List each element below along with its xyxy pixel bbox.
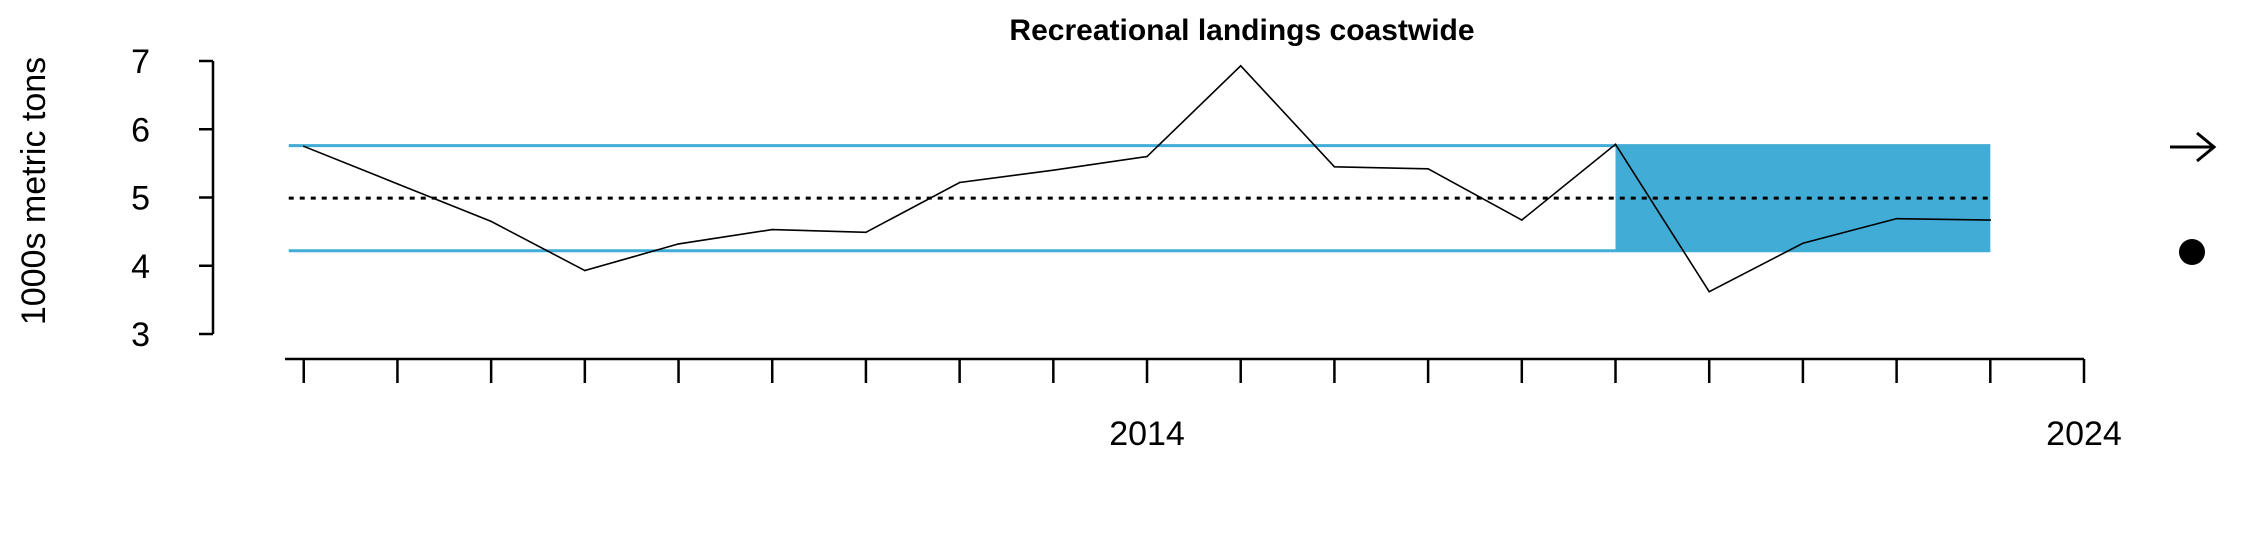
data-point xyxy=(396,183,399,185)
y-tick-label: 6 xyxy=(131,111,150,149)
data-point xyxy=(584,269,586,272)
data-point xyxy=(490,220,492,223)
x-tick-label: 2014 xyxy=(1109,415,1185,453)
data-point xyxy=(1427,168,1429,170)
data-point xyxy=(1989,219,1992,221)
recent-period-highlight xyxy=(1615,145,1991,251)
data-point xyxy=(1521,219,1523,221)
y-tick-label: 3 xyxy=(131,316,150,354)
x-axis: 2014 2024 xyxy=(285,357,2122,453)
data-point xyxy=(865,231,867,234)
highlight-layer xyxy=(1615,145,1991,251)
arrow-right-icon xyxy=(2170,131,2217,163)
y-tick-label: 4 xyxy=(131,248,150,286)
y-tick-label: 7 xyxy=(131,43,150,81)
sd-band-layer xyxy=(288,144,1991,253)
y-axis-label: 1000s metric tons xyxy=(15,57,53,325)
data-point xyxy=(1708,290,1711,293)
data-point xyxy=(677,243,680,245)
data-point xyxy=(1895,217,1898,220)
data-point xyxy=(771,228,774,231)
data-point xyxy=(302,145,305,148)
y-axis: 3 4 5 6 7 xyxy=(131,43,215,354)
data-point xyxy=(1802,242,1804,245)
filled-circle-icon xyxy=(2179,239,2205,265)
data-point xyxy=(1333,165,1336,168)
y-tick-label: 5 xyxy=(131,180,150,218)
data-point xyxy=(958,181,961,184)
data-point xyxy=(1146,155,1148,158)
data-point xyxy=(1239,64,1242,67)
data-point xyxy=(1052,169,1055,171)
series-layer xyxy=(302,64,1992,293)
data-point xyxy=(1614,143,1617,146)
chart-title: Recreational landings coastwide xyxy=(1009,14,1474,47)
x-tick-label: 2024 xyxy=(2046,415,2122,453)
